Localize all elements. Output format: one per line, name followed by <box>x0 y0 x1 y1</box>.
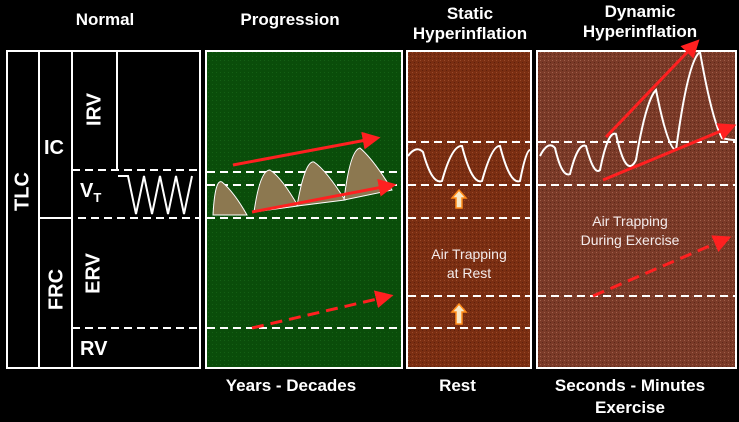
label-vt: VT <box>80 180 101 205</box>
volumes-box <box>71 50 201 369</box>
progression-arrow-lower <box>251 178 397 214</box>
normal-tidal-wave <box>118 175 193 215</box>
dynamic-air-trapping-line1: Air Trapping <box>592 213 668 229</box>
dynamic-air-trapping-line2: During Exercise <box>580 232 680 248</box>
header-normal: Normal <box>75 10 135 29</box>
dynamic-panel <box>536 50 737 369</box>
label-vt-sub: T <box>93 190 102 205</box>
label-erv: ERV <box>82 253 105 294</box>
label-frc: FRC <box>45 268 68 311</box>
label-tlc: TLC <box>11 172 34 211</box>
dynamic-arrow-dashed <box>592 235 732 298</box>
header-progression: Progression <box>240 10 340 29</box>
header-dynamic-line1: Dynamic <box>604 2 676 21</box>
footer-dynamic-line1: Seconds - Minutes <box>554 376 706 395</box>
static-air-trapping-line1: Air Trapping <box>431 246 507 262</box>
progression-arrow-upper <box>232 131 381 167</box>
progression-breath-2 <box>253 169 299 213</box>
label-vt-main: V <box>80 180 94 202</box>
header-static-line1: Static <box>446 4 494 23</box>
header-dynamic-line2: Hyperinflation <box>582 22 698 41</box>
label-ic: IC <box>44 137 64 159</box>
static-panel <box>406 50 532 369</box>
dynamic-tidal-wave <box>539 50 736 176</box>
ic-frc-box <box>38 50 73 369</box>
dynamic-arrow-lower <box>602 123 737 182</box>
label-irv: IRV <box>83 93 106 126</box>
static-up-arrow-top <box>450 188 468 209</box>
header-static-line2: Hyperinflation <box>412 24 528 43</box>
progression-panel <box>205 50 403 369</box>
progression-arrow-dashed <box>251 290 394 330</box>
static-tidal-wave <box>407 145 531 183</box>
static-air-trapping-line2: at Rest <box>446 265 492 281</box>
dynamic-arrow-upper <box>604 39 700 139</box>
footer-progression: Years - Decades <box>225 376 357 395</box>
footer-static: Rest <box>439 376 476 395</box>
static-up-arrow-bottom <box>450 302 468 325</box>
label-rv: RV <box>80 338 108 360</box>
progression-breath-1 <box>212 181 248 216</box>
footer-dynamic-line2: Exercise <box>595 398 665 417</box>
